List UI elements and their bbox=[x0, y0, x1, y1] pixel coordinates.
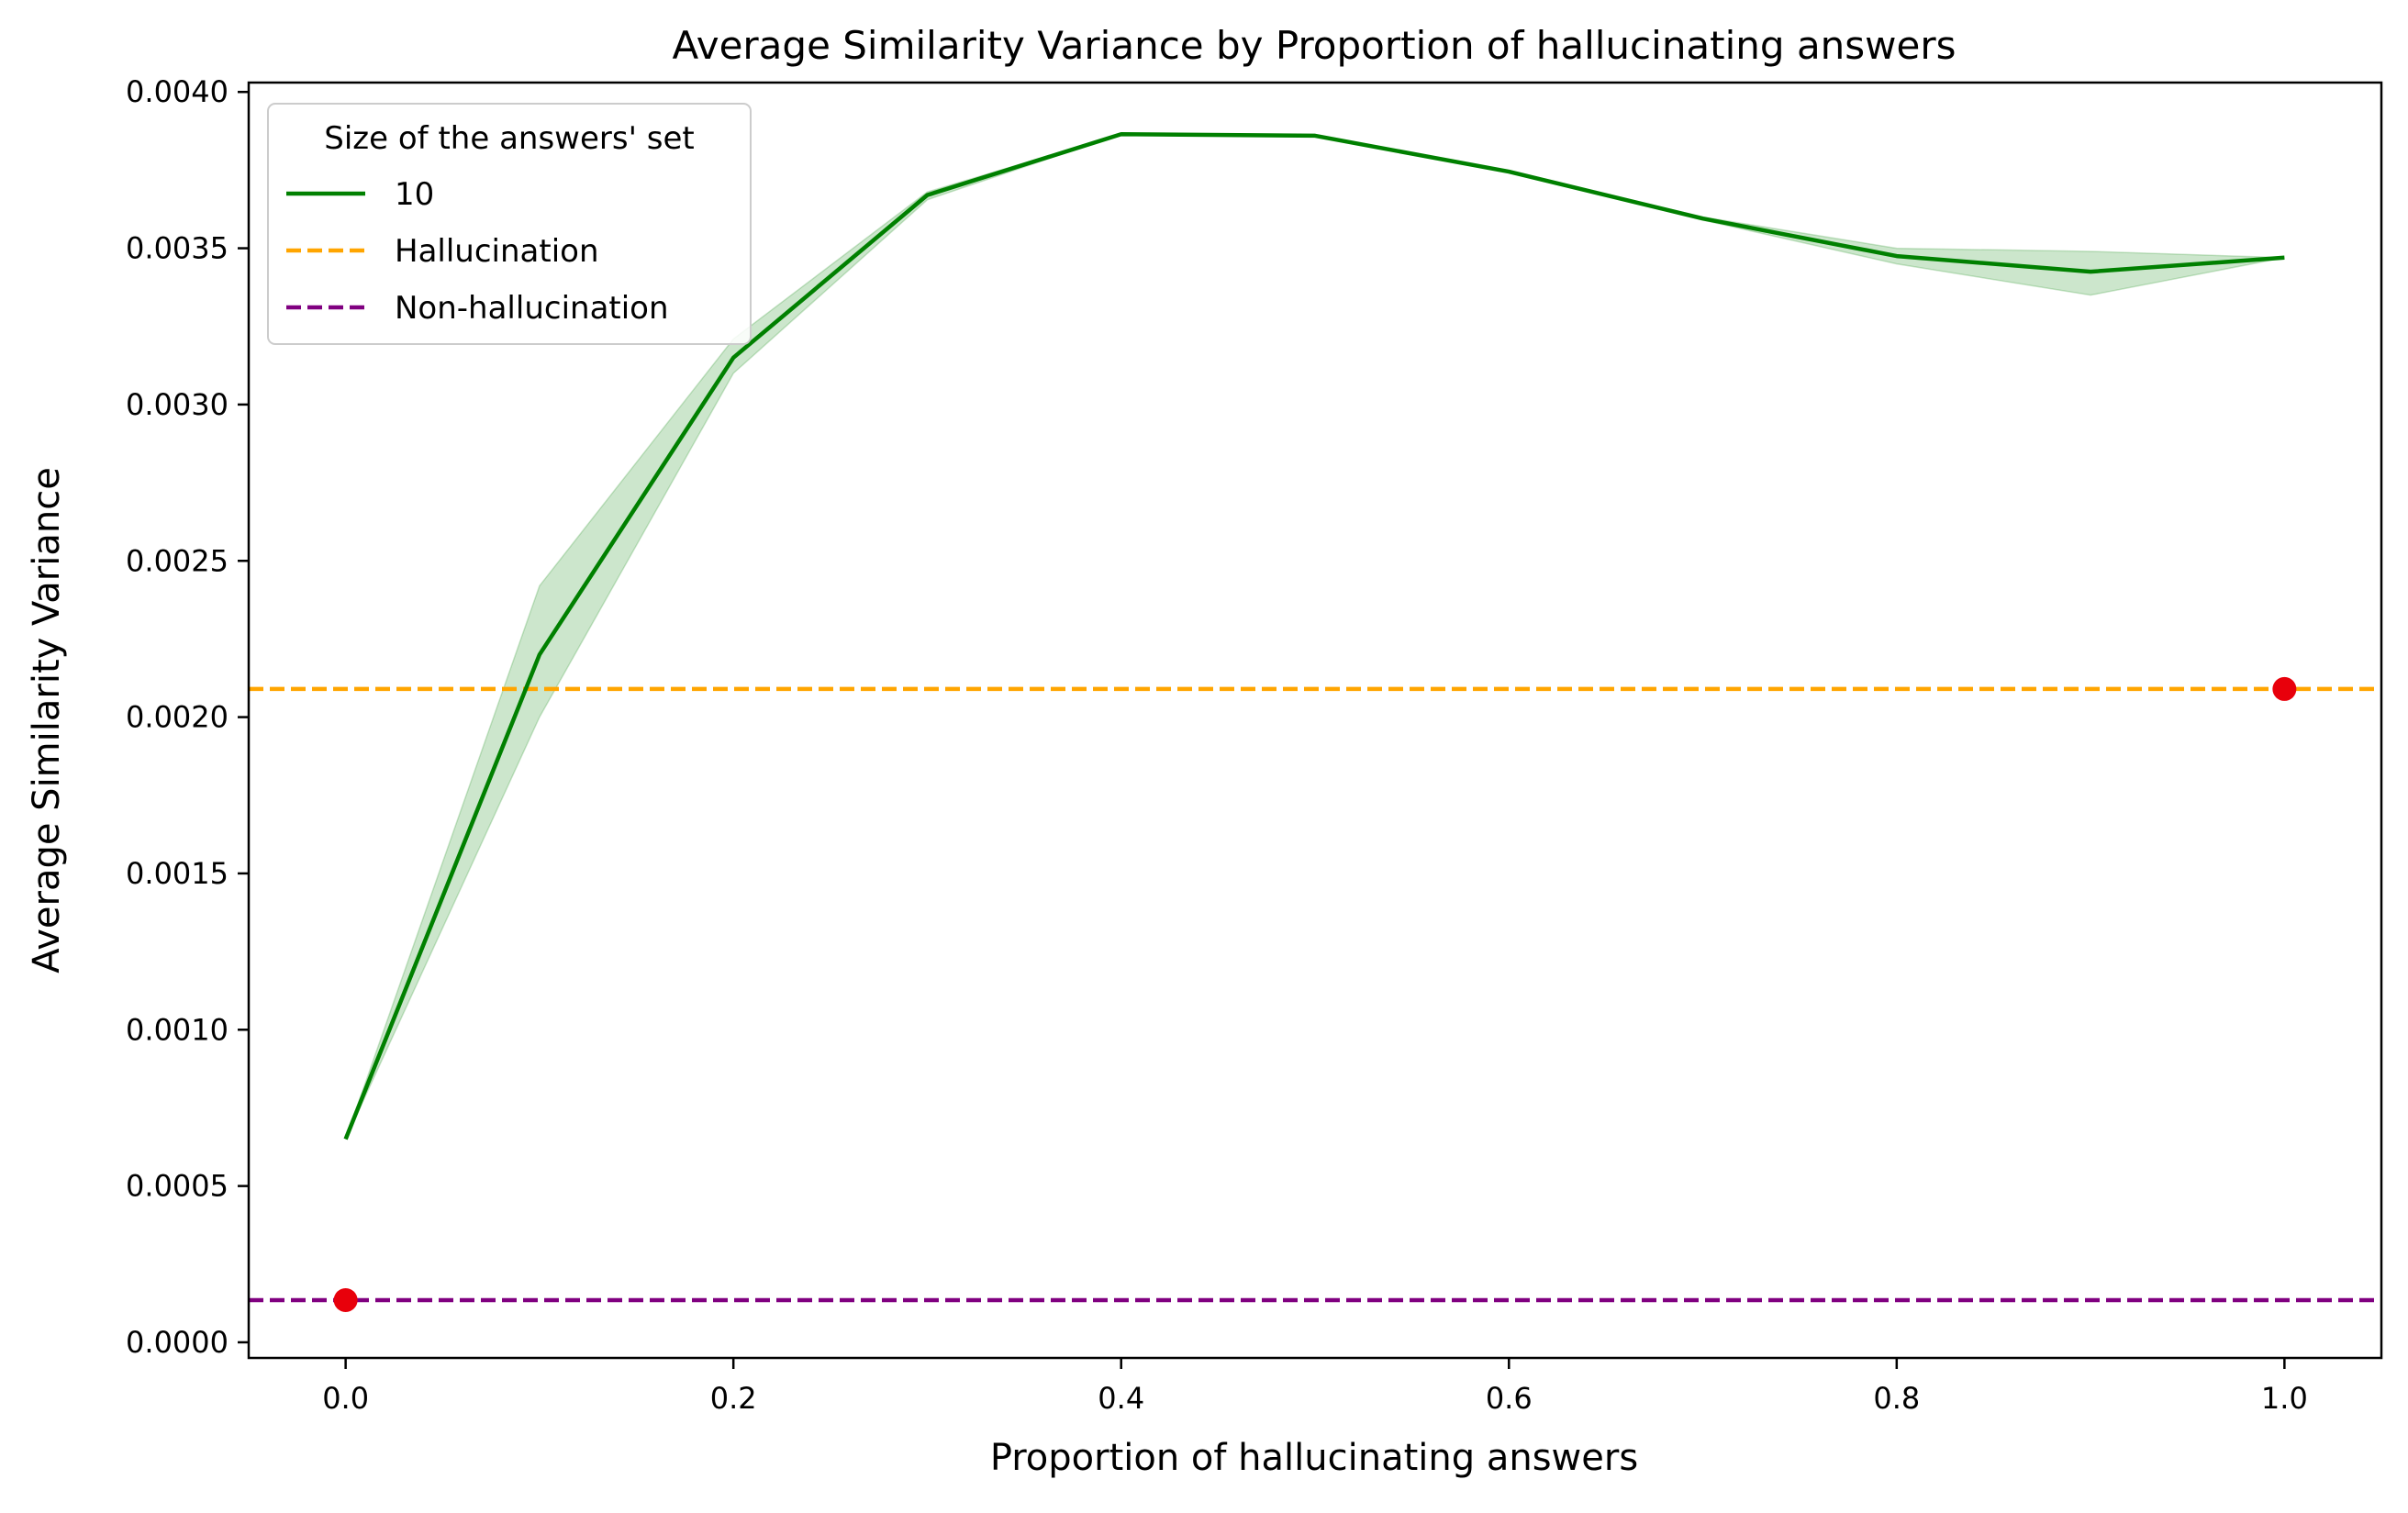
y-tick-label: 0.0035 bbox=[126, 231, 229, 266]
y-tick-label: 0.0025 bbox=[126, 543, 229, 578]
marker-point-0 bbox=[333, 1287, 358, 1312]
y-tick-label: 0.0005 bbox=[126, 1169, 229, 1204]
y-tick-label: 0.0015 bbox=[126, 856, 229, 891]
x-tick-label: 1.0 bbox=[2261, 1381, 2308, 1416]
y-axis: 0.0000 0.0005 0.0010 0.0015 0.0020 0.0025 0.00… bbox=[126, 74, 249, 1360]
y-tick-label: 0.0020 bbox=[126, 700, 229, 735]
y-tick-label: 0.0030 bbox=[126, 387, 229, 422]
y-axis-label: Average Similarity Variance bbox=[26, 467, 68, 973]
legend-label-series-10: 10 bbox=[395, 176, 434, 213]
legend-label-hallucination: Hallucination bbox=[395, 233, 599, 270]
y-tick-label: 0.0010 bbox=[126, 1012, 229, 1047]
x-tick-label: 0.0 bbox=[322, 1381, 369, 1416]
x-tick-label: 0.4 bbox=[1098, 1381, 1144, 1416]
legend-title: Size of the answers' set bbox=[324, 120, 694, 157]
y-tick-label: 0.0040 bbox=[126, 74, 229, 109]
x-tick-label: 0.6 bbox=[1486, 1381, 1533, 1416]
x-tick-label: 0.2 bbox=[710, 1381, 757, 1416]
chart-title: Average Similarity Variance by Proportio… bbox=[672, 23, 1956, 68]
x-axis-label: Proportion of hallucinating answers bbox=[990, 1437, 1638, 1479]
marker-point-1 bbox=[2272, 676, 2297, 701]
legend-box bbox=[267, 103, 752, 345]
axes-frame bbox=[247, 81, 2383, 1360]
x-tick-label: 0.8 bbox=[1873, 1381, 1920, 1416]
x-axis: 0.0 0.2 0.4 0.6 0.8 1.0 bbox=[322, 1358, 2308, 1416]
plot-area bbox=[249, 131, 2381, 1312]
y-tick-label: 0.0000 bbox=[126, 1325, 229, 1360]
legend-label-non-hallucination: Non-hallucination bbox=[395, 290, 669, 327]
series-line-10 bbox=[343, 131, 2285, 1140]
legend: Size of the answers' set 10 Hallucinatio… bbox=[267, 103, 752, 345]
